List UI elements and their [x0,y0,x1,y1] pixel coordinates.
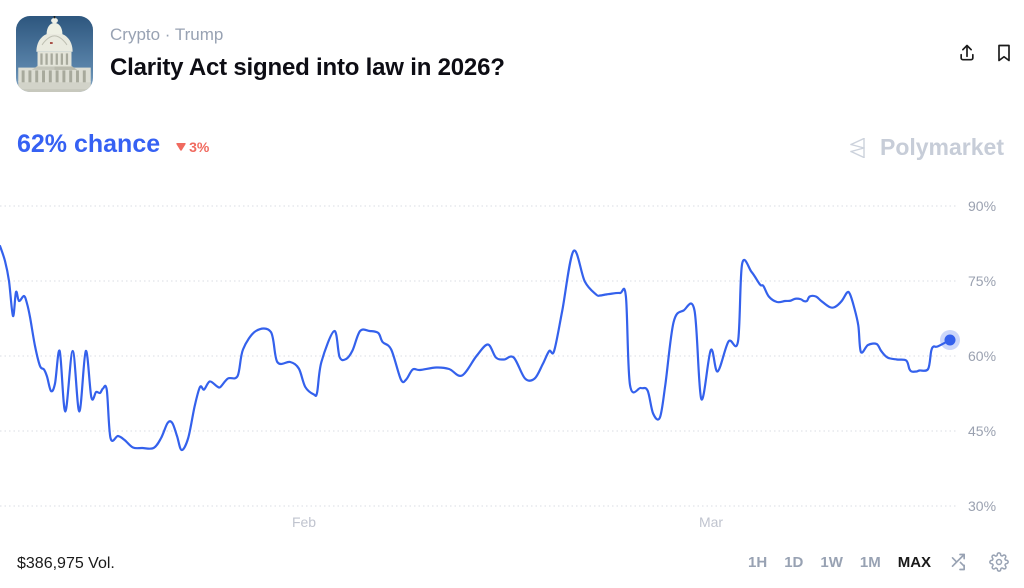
svg-text:60%: 60% [968,348,996,364]
svg-text:45%: 45% [968,423,996,439]
svg-text:Feb: Feb [292,514,316,530]
svg-text:75%: 75% [968,273,996,289]
svg-text:90%: 90% [968,198,996,214]
svg-text:30%: 30% [968,498,996,514]
svg-text:Mar: Mar [699,514,723,530]
